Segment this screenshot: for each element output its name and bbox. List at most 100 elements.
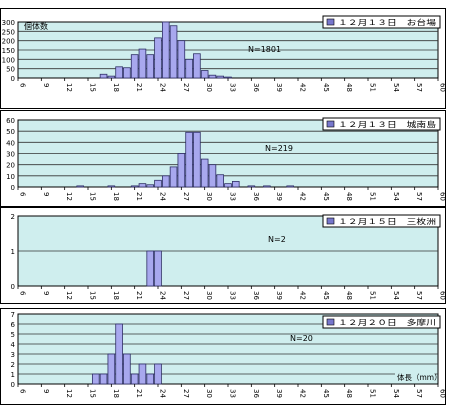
x-axis-label: 体長（mm） <box>397 372 442 382</box>
x-tick-label: 54 <box>392 192 400 201</box>
y-tick-label: 2 <box>11 361 15 369</box>
bar-19 <box>115 323 123 385</box>
x-tick-label: 30 <box>205 83 213 92</box>
x-tick-label: 30 <box>205 389 213 398</box>
y-tick-label: 2 <box>11 213 15 221</box>
bar-24 <box>154 179 162 188</box>
x-tick-label: 54 <box>392 389 400 398</box>
x-tick-label: 57 <box>415 83 423 92</box>
x-tick-label: 9 <box>42 389 50 393</box>
x-tick-label: 39 <box>275 192 283 201</box>
y-tick-label: 50 <box>6 66 15 74</box>
x-tick-label: 42 <box>299 389 307 398</box>
x-tick-label: 18 <box>112 83 120 92</box>
y-tick-label: 0 <box>11 75 15 83</box>
x-tick-label: 21 <box>135 389 143 398</box>
x-tick-label: 45 <box>322 291 330 300</box>
x-tick-label: 12 <box>65 192 73 201</box>
bar-33 <box>224 76 232 79</box>
x-axis-label-bg <box>395 371 435 382</box>
y-tick-label: 250 <box>2 28 15 36</box>
y-tick-label: 150 <box>2 47 15 55</box>
bar-25 <box>161 21 170 79</box>
x-tick-label: 42 <box>299 192 307 201</box>
x-tick-label: 33 <box>229 389 237 398</box>
bar-23 <box>146 54 155 79</box>
bar-14 <box>76 185 85 188</box>
x-tick-label: 18 <box>112 192 120 201</box>
bar-27 <box>177 40 186 79</box>
n-annotation: N=20 <box>290 334 313 343</box>
y-tick-label: 60 <box>6 117 15 125</box>
y-tick-label: 0 <box>11 283 15 291</box>
bar-24 <box>154 250 162 287</box>
x-tick-label: 18 <box>112 389 120 398</box>
y-tick-label: 20 <box>6 162 15 170</box>
x-tick-label: 60 <box>439 291 447 300</box>
legend-label: １２月１３日 お台場 <box>338 17 437 27</box>
x-tick-label: 33 <box>229 83 237 92</box>
bar-27 <box>177 153 186 188</box>
bar-18 <box>107 75 116 79</box>
n-annotation: N=219 <box>265 144 293 153</box>
y-tick-label: 0 <box>11 184 15 192</box>
bar-21 <box>130 54 139 79</box>
bar-41 <box>286 185 295 188</box>
y-tick-label: 40 <box>6 139 15 147</box>
bar-17 <box>99 373 108 385</box>
x-tick-label: 6 <box>19 83 27 88</box>
x-tick-label: 27 <box>182 83 190 92</box>
x-tick-label: 36 <box>252 192 260 201</box>
bar-25 <box>161 175 170 188</box>
x-tick-label: 21 <box>135 83 143 92</box>
x-tick-label: 60 <box>439 389 447 398</box>
bar-38 <box>263 185 271 188</box>
legend-label: １２月１５日 三枚洲 <box>338 216 436 226</box>
bar-26 <box>169 166 178 188</box>
y-tick-label: 1 <box>11 248 15 256</box>
x-tick-label: 57 <box>415 291 423 300</box>
x-tick-label: 24 <box>159 291 167 300</box>
x-tick-label: 39 <box>275 291 283 300</box>
x-tick-label: 21 <box>135 291 143 300</box>
legend-swatch <box>326 217 335 225</box>
x-tick-label: 12 <box>65 291 73 300</box>
x-tick-label: 15 <box>89 389 97 398</box>
x-tick-label: 33 <box>229 192 237 201</box>
x-tick-label: 39 <box>275 83 283 92</box>
bar-22 <box>138 183 147 188</box>
x-tick-label: 24 <box>159 192 167 201</box>
x-tick-label: 54 <box>392 291 400 300</box>
x-tick-label: 6 <box>19 192 27 197</box>
bar-23 <box>146 184 155 188</box>
bar-36 <box>247 185 256 188</box>
x-tick-label: 48 <box>345 83 353 92</box>
bar-28 <box>185 58 193 79</box>
bar-32 <box>216 174 225 188</box>
y-axis-label: 個体数 <box>24 21 48 31</box>
bar-29 <box>193 53 201 79</box>
x-tick-label: 27 <box>182 291 190 300</box>
y-tick-label: 4 <box>11 341 16 349</box>
y-tick-label: 300 <box>2 19 15 27</box>
x-tick-label: 6 <box>19 389 27 394</box>
n-annotation: N=2 <box>268 235 286 244</box>
x-tick-label: 39 <box>275 389 283 398</box>
bar-28 <box>185 131 193 188</box>
x-tick-label: 18 <box>112 291 120 300</box>
x-tick-label: 15 <box>89 83 97 92</box>
bar-18 <box>107 353 116 385</box>
x-tick-label: 9 <box>42 83 50 87</box>
x-tick-label: 36 <box>252 83 260 92</box>
y-tick-label: 5 <box>11 331 15 339</box>
x-tick-label: 57 <box>415 192 423 201</box>
legend-swatch <box>326 318 335 326</box>
bar-23 <box>146 373 155 385</box>
bar-31 <box>208 164 217 188</box>
x-tick-label: 9 <box>42 291 50 295</box>
bar-23 <box>146 250 155 287</box>
bar-33 <box>224 183 232 188</box>
